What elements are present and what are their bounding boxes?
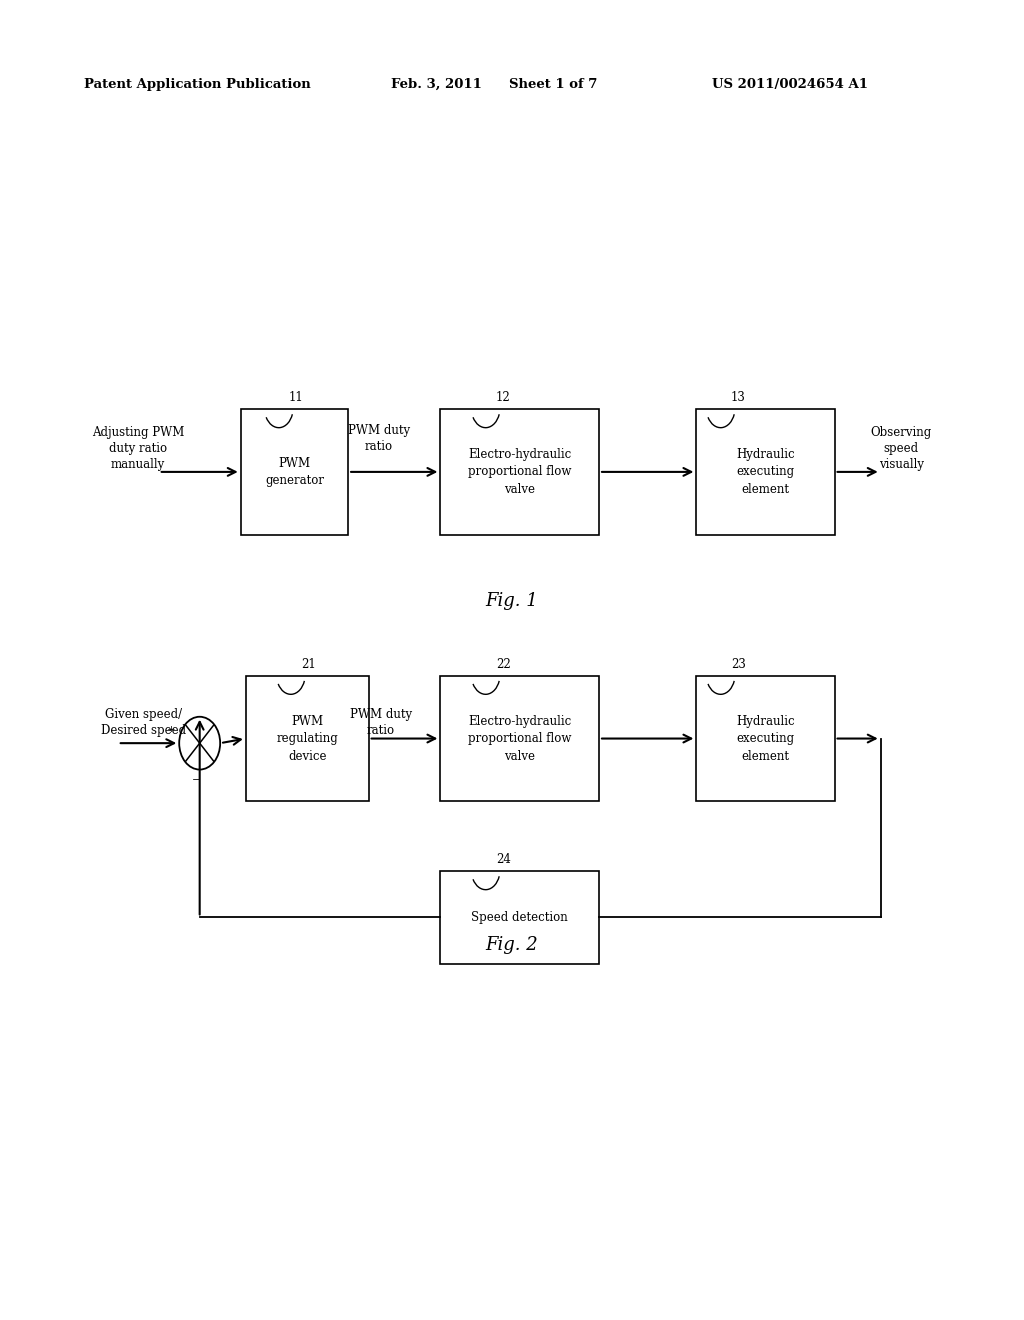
Text: PWM duty
ratio: PWM duty ratio bbox=[350, 708, 412, 737]
Text: US 2011/0024654 A1: US 2011/0024654 A1 bbox=[712, 78, 867, 91]
FancyBboxPatch shape bbox=[440, 871, 599, 964]
Text: −: − bbox=[193, 776, 201, 785]
Text: Hydraulic
executing
element: Hydraulic executing element bbox=[736, 714, 795, 763]
Text: Speed detection: Speed detection bbox=[471, 911, 568, 924]
Text: 13: 13 bbox=[731, 391, 745, 404]
Text: 12: 12 bbox=[496, 391, 511, 404]
Text: +: + bbox=[166, 726, 175, 734]
Text: Given speed/
Desired speed: Given speed/ Desired speed bbox=[100, 708, 186, 737]
Text: PWM duty
ratio: PWM duty ratio bbox=[348, 424, 410, 453]
FancyBboxPatch shape bbox=[246, 676, 369, 801]
Text: Electro-hydraulic
proportional flow
valve: Electro-hydraulic proportional flow valv… bbox=[468, 714, 571, 763]
Text: Observing
speed
visually: Observing speed visually bbox=[870, 426, 932, 471]
Text: 23: 23 bbox=[731, 657, 745, 671]
Text: 24: 24 bbox=[496, 853, 511, 866]
Text: Feb. 3, 2011: Feb. 3, 2011 bbox=[391, 78, 482, 91]
Text: 22: 22 bbox=[496, 657, 511, 671]
FancyBboxPatch shape bbox=[696, 409, 835, 535]
Text: Hydraulic
executing
element: Hydraulic executing element bbox=[736, 447, 795, 496]
Text: 21: 21 bbox=[301, 657, 315, 671]
Text: 11: 11 bbox=[289, 391, 304, 404]
Text: Fig. 2: Fig. 2 bbox=[485, 936, 539, 954]
Text: Patent Application Publication: Patent Application Publication bbox=[84, 78, 310, 91]
FancyBboxPatch shape bbox=[440, 409, 599, 535]
FancyBboxPatch shape bbox=[440, 676, 599, 801]
Text: Sheet 1 of 7: Sheet 1 of 7 bbox=[509, 78, 597, 91]
Text: Fig. 1: Fig. 1 bbox=[485, 591, 539, 610]
FancyBboxPatch shape bbox=[241, 409, 348, 535]
FancyBboxPatch shape bbox=[696, 676, 835, 801]
Text: Electro-hydraulic
proportional flow
valve: Electro-hydraulic proportional flow valv… bbox=[468, 447, 571, 496]
Text: PWM
regulating
device: PWM regulating device bbox=[276, 714, 338, 763]
Text: Adjusting PWM
duty ratio
manually: Adjusting PWM duty ratio manually bbox=[92, 426, 184, 471]
Text: PWM
generator: PWM generator bbox=[265, 457, 324, 487]
